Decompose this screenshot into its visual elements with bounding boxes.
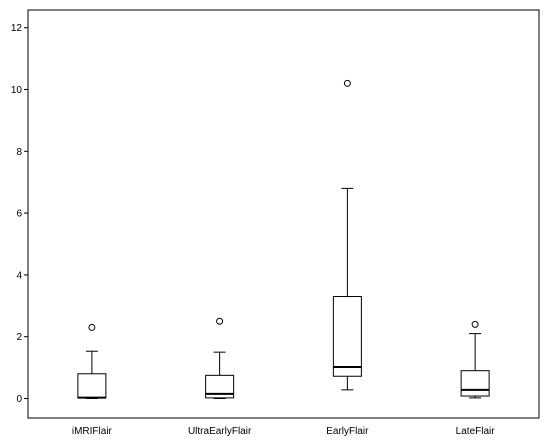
x-category-label: UltraEarlyFlair	[188, 426, 252, 437]
y-tick-label-6: 6	[16, 209, 22, 220]
box-EarlyFlair	[332, 79, 362, 391]
outlier-point	[216, 317, 224, 325]
x-category-label: LateFlair	[456, 426, 496, 437]
box-UltraEarlyFlair	[205, 317, 235, 399]
x-axis-labels: iMRIFlair UltraEarlyFlair EarlyFlair LateFl…	[72, 426, 495, 437]
x-category-label: EarlyFlair	[326, 426, 369, 437]
box-LateFlair	[460, 320, 490, 399]
iqr-box	[332, 296, 362, 377]
y-tick-label-8: 8	[16, 147, 22, 158]
y-axis: 0 2 4 6 8 10 12	[11, 23, 28, 405]
outlier-point	[88, 323, 96, 331]
y-tick-label-2: 2	[16, 332, 22, 343]
x-category-label: iMRIFlair	[72, 426, 113, 437]
y-tick-label-10: 10	[11, 85, 23, 96]
plot-frame	[27, 9, 540, 419]
iqr-box	[77, 373, 107, 399]
y-tick-label-4: 4	[16, 270, 22, 281]
outlier-point	[471, 320, 479, 328]
y-tick-label-0: 0	[16, 394, 22, 405]
y-tick-label-12: 12	[11, 23, 23, 34]
iqr-box	[460, 370, 490, 397]
box-iMRIFlair	[77, 323, 107, 399]
iqr-box	[205, 374, 235, 399]
boxes-group	[77, 79, 490, 399]
outlier-point	[343, 79, 351, 87]
